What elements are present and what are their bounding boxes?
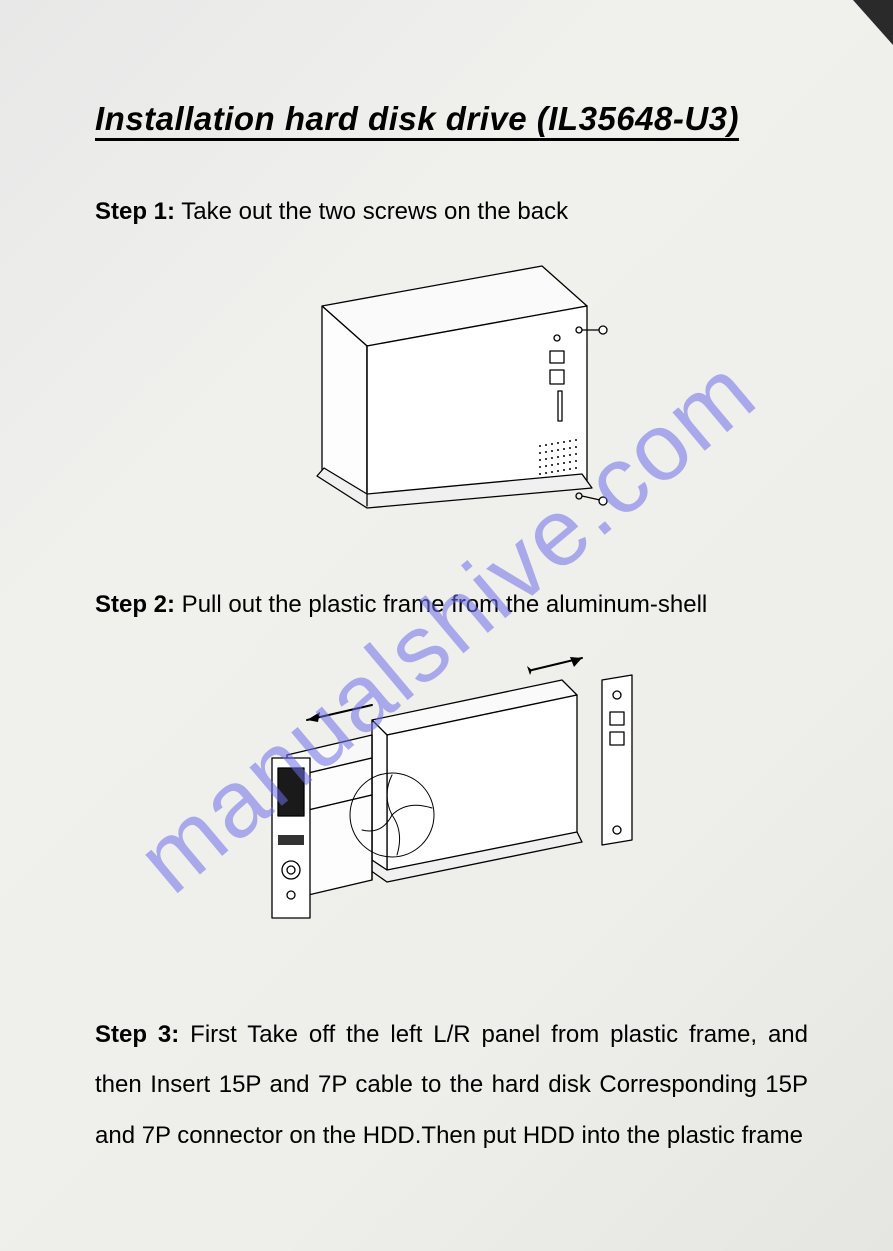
frame-pullout-drawing (232, 640, 672, 950)
step-1-diagram (95, 246, 808, 551)
step-2-text: Step 2: Pull out the plastic frame from … (95, 586, 808, 624)
enclosure-rear-drawing (282, 246, 622, 546)
step-1-text: Step 1: Take out the two screws on the b… (95, 193, 808, 231)
step-1-label: Step 1: (95, 198, 175, 225)
page-title: Installation hard disk drive (IL35648-U3… (95, 100, 808, 138)
step-2-label: Step 2: (95, 591, 175, 618)
step-2-body: Pull out the plastic frame from the alum… (175, 591, 707, 618)
document-page: Installation hard disk drive (IL35648-U3… (0, 0, 893, 1251)
step-2-diagram (95, 640, 808, 955)
step-3-label: Step 3: (95, 1021, 179, 1048)
step-3-body: First Take off the left L/R panel from p… (95, 1021, 808, 1149)
step-3-text: Step 3: First Take off the left L/R pane… (95, 1010, 808, 1161)
step-1-body: Take out the two screws on the back (175, 198, 568, 225)
